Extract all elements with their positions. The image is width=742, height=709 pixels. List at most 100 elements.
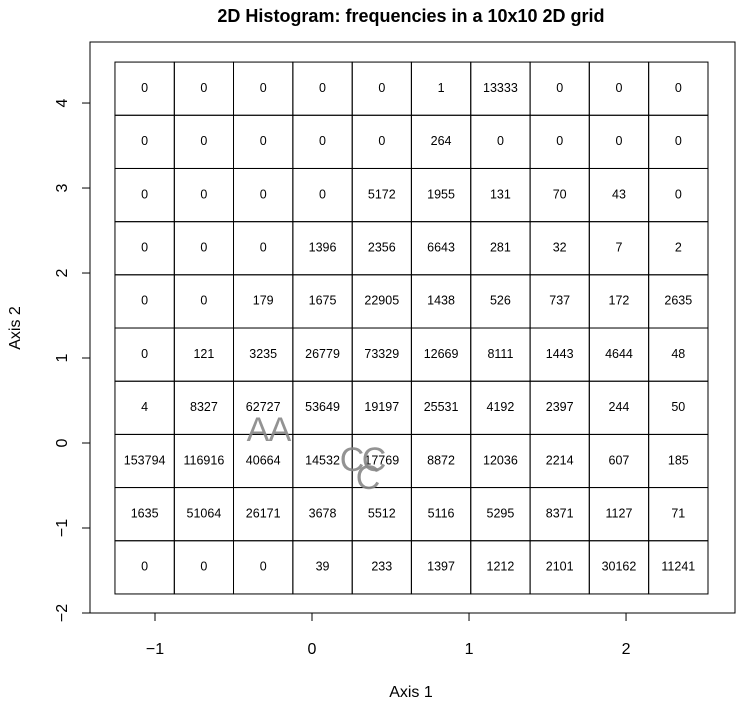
x-axis-title: Axis 1 — [389, 684, 433, 701]
cell-count: 0 — [378, 81, 385, 95]
cell-count: 607 — [609, 453, 630, 467]
y-tick-label: 2 — [54, 268, 71, 277]
cell-count: 153794 — [124, 453, 166, 467]
y-tick-label: −1 — [54, 519, 71, 537]
cell-count: 116916 — [184, 453, 225, 467]
cell-count: 0 — [675, 81, 682, 95]
cell-count: 12669 — [424, 347, 459, 361]
cell-count: 0 — [141, 241, 148, 255]
x-tick-label: 1 — [465, 641, 474, 658]
cell-count: 0 — [141, 347, 148, 361]
cell-count: 1955 — [427, 187, 455, 201]
y-tick-label: 4 — [54, 98, 71, 107]
cell-count: 0 — [141, 187, 148, 201]
cell-count: 14532 — [305, 453, 340, 467]
cell-count: 1 — [438, 81, 445, 95]
cell-count: 4 — [141, 400, 148, 414]
cell-count: 0 — [378, 134, 385, 148]
cell-count: 0 — [260, 81, 267, 95]
cell-count: 1675 — [309, 294, 337, 308]
cell-count: 1635 — [131, 506, 159, 520]
cell-count: 2101 — [546, 560, 574, 574]
cell-count: 526 — [490, 294, 511, 308]
cell-count: 73329 — [364, 347, 399, 361]
cell-count: 5116 — [428, 506, 455, 520]
cell-count: 39 — [316, 560, 330, 574]
cell-count: 5295 — [487, 506, 515, 520]
cell-count: 0 — [556, 134, 563, 148]
cell-count: 2214 — [546, 453, 574, 467]
cell-count: 0 — [497, 134, 504, 148]
cell-count: 0 — [200, 81, 207, 95]
cell-count: 179 — [253, 294, 274, 308]
chart-title: 2D Histogram: frequencies in a 10x10 2D … — [217, 6, 604, 26]
cell-count: 8371 — [546, 506, 574, 520]
x-tick-label: −1 — [146, 641, 164, 658]
y-tick-label: −2 — [54, 604, 71, 622]
cell-count: 11241 — [661, 560, 695, 574]
cell-count: 8872 — [427, 453, 455, 467]
x-tick-label: 0 — [308, 641, 317, 658]
annotation: A — [247, 411, 270, 449]
cell-count: 0 — [675, 134, 682, 148]
cell-count: 264 — [431, 134, 452, 148]
cell-count: 5172 — [368, 187, 396, 201]
cell-count: 2 — [675, 241, 682, 255]
cell-count: 48 — [671, 347, 685, 361]
cell-count: 8327 — [190, 400, 218, 414]
cell-count: 281 — [490, 241, 511, 255]
plot-box — [89, 41, 736, 614]
cell-count: 0 — [200, 241, 207, 255]
cell-count: 30162 — [602, 560, 637, 574]
y-axis-title: Axis 2 — [7, 306, 24, 350]
cell-count: 1397 — [427, 560, 455, 574]
cell-count: 172 — [609, 294, 630, 308]
cell-count: 22905 — [364, 294, 399, 308]
cell-count: 1443 — [546, 347, 574, 361]
cell-count: 40664 — [246, 453, 281, 467]
cell-count: 51064 — [187, 506, 222, 520]
cell-count: 4192 — [487, 400, 515, 414]
cell-count: 26779 — [305, 347, 340, 361]
cell-count: 1396 — [309, 241, 337, 255]
cell-count: 12036 — [483, 453, 518, 467]
cell-count: 0 — [141, 560, 148, 574]
cell-count: 0 — [141, 81, 148, 95]
annotation: C — [362, 441, 387, 479]
cell-count: 0 — [200, 294, 207, 308]
cell-count: 19197 — [364, 400, 399, 414]
cell-count: 2635 — [664, 294, 692, 308]
cell-count: 0 — [141, 134, 148, 148]
cell-count: 0 — [675, 187, 682, 201]
annotation: C — [340, 441, 365, 479]
cell-count: 0 — [141, 294, 148, 308]
cell-count: 70 — [553, 187, 567, 201]
cell-count: 0 — [260, 134, 267, 148]
cell-count: 0 — [200, 560, 207, 574]
cell-count: 7 — [615, 241, 622, 255]
cell-count: 2356 — [368, 241, 396, 255]
cell-count: 0 — [200, 134, 207, 148]
cell-count: 26171 — [246, 506, 281, 520]
cell-count: 0 — [200, 187, 207, 201]
cell-count: 8111 — [487, 347, 513, 361]
cell-count: 0 — [260, 241, 267, 255]
cell-count: 1127 — [606, 506, 633, 520]
cell-count: 32 — [553, 241, 567, 255]
cell-count: 233 — [371, 560, 392, 574]
y-tick-label: 1 — [54, 353, 71, 362]
cell-count: 0 — [319, 134, 326, 148]
cell-count: 3678 — [309, 506, 337, 520]
annotation: A — [269, 411, 292, 449]
cell-count: 0 — [319, 81, 326, 95]
cell-count: 0 — [615, 134, 622, 148]
cell-count: 244 — [609, 400, 630, 414]
cell-count: 0 — [260, 560, 267, 574]
cell-count: 131 — [490, 187, 511, 201]
cell-count: 6643 — [427, 241, 455, 255]
cell-count: 43 — [612, 187, 626, 201]
cell-count: 2397 — [546, 400, 574, 414]
cell-count: 121 — [193, 347, 214, 361]
cell-count: 0 — [615, 81, 622, 95]
